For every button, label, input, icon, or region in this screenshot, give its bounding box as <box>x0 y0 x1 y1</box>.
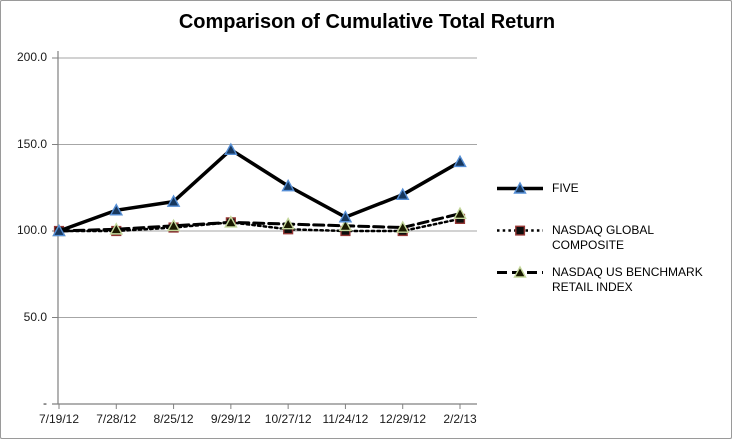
legend-marker-sample <box>497 181 543 194</box>
legend-entry: NASDAQ GLOBAL COMPOSITE <box>496 222 725 253</box>
data-point-marker <box>281 178 295 192</box>
series-line <box>57 212 462 233</box>
data-point-marker <box>338 210 353 223</box>
data-point-marker <box>224 215 238 228</box>
legend-label: NASDAQ GLOBAL COMPOSITE <box>552 223 654 252</box>
series-line <box>57 147 462 233</box>
data-point-marker <box>166 218 181 232</box>
y-axis-label: 200.0 <box>16 50 47 64</box>
x-axis-label: 8/25/12 <box>153 412 194 426</box>
y-axis-label: - <box>43 396 47 410</box>
data-point-marker <box>109 203 124 216</box>
legend-marker-sample <box>497 265 543 278</box>
legend-marker-sample <box>497 225 543 236</box>
x-axis-label: 7/28/12 <box>96 412 137 426</box>
x-axis-label: 2/2/13 <box>443 412 477 426</box>
series-line <box>57 217 462 233</box>
legend-entry: FIVE <box>496 180 579 197</box>
data-point-marker <box>281 217 295 230</box>
y-axis-label: 150.0 <box>16 136 47 151</box>
data-point-marker <box>395 187 410 200</box>
data-point-marker <box>338 218 353 232</box>
data-point-marker <box>453 206 467 219</box>
legend-label: FIVE <box>552 181 579 195</box>
chart-title: Comparison of Cumulative Total Return <box>178 11 556 33</box>
x-axis-label: 9/29/12 <box>210 412 251 426</box>
legend: FIVE NASDAQ GLOBAL COMPOSITE NASDAQ US BEN… <box>493 1 725 438</box>
x-axis-label: 12/29/12 <box>379 412 427 426</box>
legend-label: NASDAQ US BENCHMARK RETAIL INDEX <box>552 265 703 294</box>
square-marker-icon <box>515 225 526 236</box>
data-point-marker <box>224 142 238 155</box>
triangle-marker-icon <box>513 265 527 278</box>
triangle-marker-icon <box>513 181 527 194</box>
data-point-marker <box>109 222 124 235</box>
y-axis-label: 100.0 <box>16 223 47 237</box>
x-axis-label: 7/19/12 <box>38 412 80 426</box>
x-axis-label: 11/24/12 <box>322 412 369 426</box>
data-point-marker <box>52 223 66 237</box>
y-axis-label: 50.0 <box>23 309 47 324</box>
data-point-marker <box>453 154 467 168</box>
data-point-marker <box>166 194 181 207</box>
data-point-marker <box>395 220 410 233</box>
legend-entry: NASDAQ US BENCHMARK RETAIL INDEX <box>496 264 725 295</box>
x-axis-label: 10/27/12 <box>264 412 312 426</box>
